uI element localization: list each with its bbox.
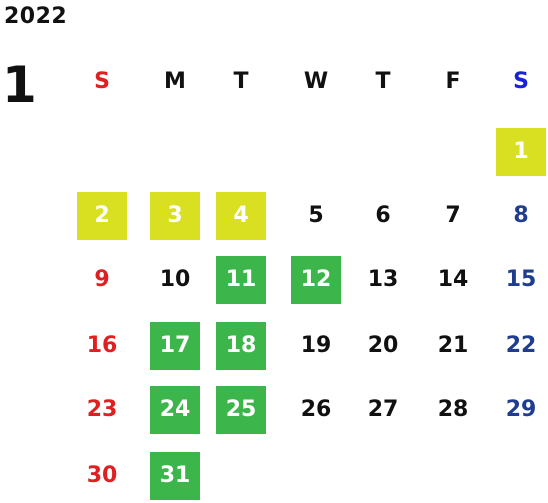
calendar-day-10[interactable]: 10 xyxy=(159,267,191,292)
calendar-day-22[interactable]: 22 xyxy=(505,333,537,358)
calendar-day-15[interactable]: 15 xyxy=(505,267,537,292)
weekday-header-5: F xyxy=(445,69,461,94)
calendar-day-31[interactable]: 31 xyxy=(150,452,200,500)
calendar-day-9[interactable]: 9 xyxy=(94,267,110,292)
calendar-day-20[interactable]: 20 xyxy=(367,333,399,358)
calendar-day-2[interactable]: 2 xyxy=(77,192,127,240)
calendar-day-23[interactable]: 23 xyxy=(86,397,118,422)
calendar-day-16[interactable]: 16 xyxy=(86,333,118,358)
weekday-header-2: T xyxy=(233,69,249,94)
calendar-day-8[interactable]: 8 xyxy=(513,203,529,228)
calendar-day-7[interactable]: 7 xyxy=(445,203,461,228)
calendar-day-1[interactable]: 1 xyxy=(496,128,546,176)
calendar-day-12[interactable]: 12 xyxy=(291,256,341,304)
weekday-header-1: M xyxy=(164,69,186,94)
calendar-day-14[interactable]: 14 xyxy=(437,267,469,292)
calendar-day-6[interactable]: 6 xyxy=(375,203,391,228)
calendar-day-25[interactable]: 25 xyxy=(216,386,266,434)
calendar-day-4[interactable]: 4 xyxy=(216,192,266,240)
calendar-day-28[interactable]: 28 xyxy=(437,397,469,422)
calendar-day-24[interactable]: 24 xyxy=(150,386,200,434)
year-label: 2022 xyxy=(4,4,68,29)
calendar-day-27[interactable]: 27 xyxy=(367,397,399,422)
calendar-day-17[interactable]: 17 xyxy=(150,322,200,370)
calendar-day-5[interactable]: 5 xyxy=(308,203,324,228)
weekday-header-0: S xyxy=(94,69,110,94)
calendar-day-19[interactable]: 19 xyxy=(300,333,332,358)
weekday-header-4: T xyxy=(375,69,391,94)
calendar-day-18[interactable]: 18 xyxy=(216,322,266,370)
calendar-day-3[interactable]: 3 xyxy=(150,192,200,240)
month-number: 1 xyxy=(2,56,37,114)
calendar-day-11[interactable]: 11 xyxy=(216,256,266,304)
calendar-day-21[interactable]: 21 xyxy=(437,333,469,358)
calendar-day-30[interactable]: 30 xyxy=(86,463,118,488)
calendar-day-26[interactable]: 26 xyxy=(300,397,332,422)
calendar-day-13[interactable]: 13 xyxy=(367,267,399,292)
calendar-day-29[interactable]: 29 xyxy=(505,397,537,422)
weekday-header-3: W xyxy=(303,69,329,94)
weekday-header-6: S xyxy=(513,69,529,94)
